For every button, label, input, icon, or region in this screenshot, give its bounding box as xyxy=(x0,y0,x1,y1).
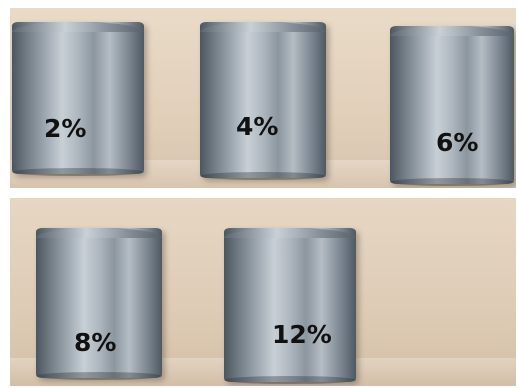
cylinder-sample-6 xyxy=(390,26,514,186)
sample-label-4: 4% xyxy=(236,112,279,141)
cylinder-sample-2 xyxy=(12,22,144,176)
sample-label-6: 6% xyxy=(436,128,479,157)
sample-label-12: 12% xyxy=(272,320,332,349)
cylinder-sample-4 xyxy=(200,22,326,180)
cylinder-sample-8 xyxy=(36,228,162,380)
sample-label-8: 8% xyxy=(74,328,117,357)
sample-label-2: 2% xyxy=(44,114,87,143)
top-photo-panel: 2% 4% 6% xyxy=(10,8,516,188)
bottom-photo-panel: 8% 12% xyxy=(10,198,516,386)
cylinder-sample-12 xyxy=(224,228,356,384)
